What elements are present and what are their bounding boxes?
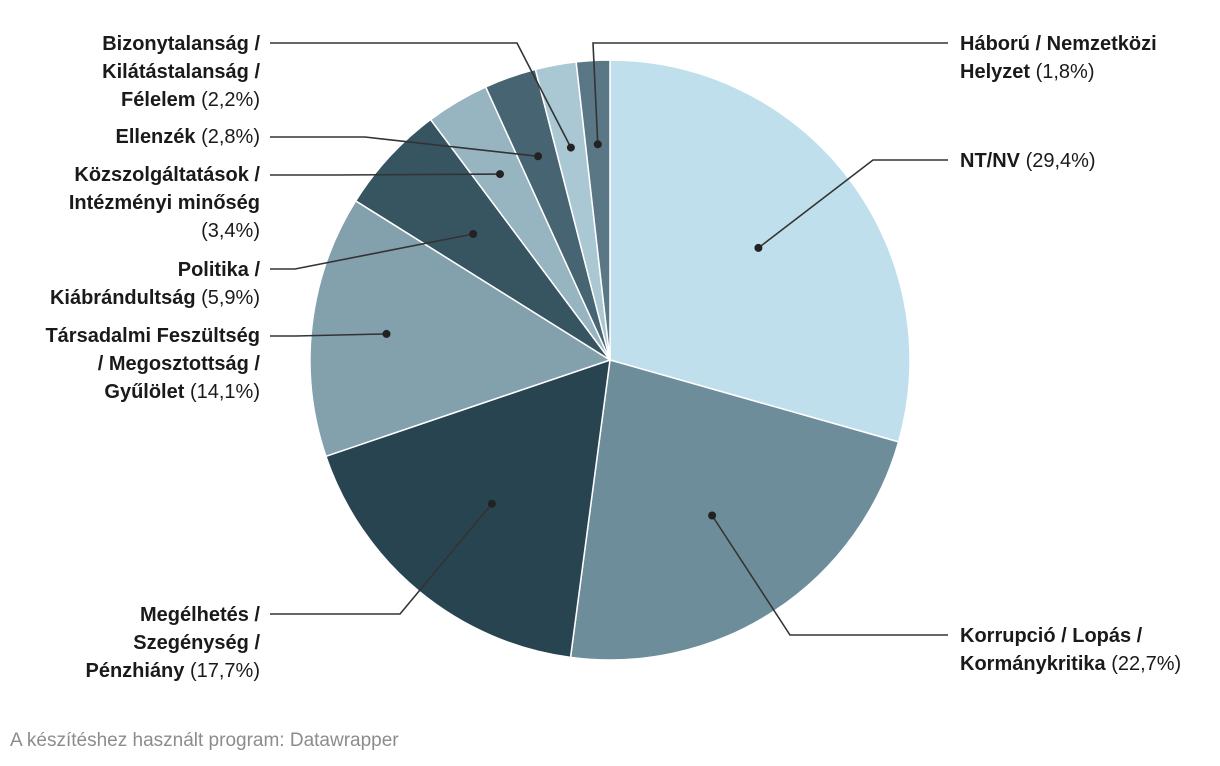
label-percent: (5,9%) — [201, 287, 260, 309]
leader-dot — [566, 143, 575, 152]
label-politika: Politika / Kiábrándultság (5,9%) — [50, 256, 260, 312]
label-name: Kormánykritika — [960, 653, 1106, 675]
leader-line — [270, 503, 493, 615]
pie-slice — [309, 200, 611, 458]
label-bizonytalansag: Bizonytalanság / Kilátástalanság / Félel… — [102, 30, 260, 114]
leader-line — [711, 515, 948, 636]
leader-line — [270, 42, 572, 148]
label-name: Intézményi minőség — [68, 192, 260, 214]
label-name: Kilátástalanság / — [102, 61, 260, 83]
label-name: Korrupció / Lopás / — [960, 625, 1143, 647]
label-tarsadalmi: Társadalmi Feszültség / Megosztottság / … — [45, 322, 260, 406]
leader-dot — [496, 170, 504, 179]
label-ellenzek: Ellenzék (2,8%) — [115, 123, 260, 151]
label-percent: (17,7%) — [189, 660, 260, 682]
label-haboru: Háború / Nemzetközi Helyzet (1,8%) — [960, 30, 1157, 86]
leader-dot — [469, 230, 478, 238]
label-name: Politika / — [177, 259, 260, 281]
label-kozszolgaltatasok: Közszolgáltatások / Intézményi minőség (… — [69, 161, 260, 245]
label-name: Háború / Nemzetközi — [960, 33, 1157, 55]
label-name: Gyűlölet — [104, 381, 185, 403]
label-name: Helyzet — [960, 61, 1031, 83]
credit-text: A készítéshez használt program: Datawrap… — [10, 730, 399, 751]
label-percent: (2,2%) — [201, 89, 260, 111]
label-name: Megélhetés / — [139, 604, 260, 626]
leader-dot — [487, 499, 496, 508]
label-name: Pénzhiány — [85, 660, 185, 682]
label-name: Félelem — [121, 89, 196, 111]
label-percent: (22,7%) — [1111, 653, 1182, 675]
label-korrupcio: Korrupció / Lopás / Kormánykritika (22,7… — [960, 622, 1181, 678]
label-megelhetes: Megélhetés / Szegénység / Pénzhiány (17,… — [85, 601, 260, 685]
leader-dot — [382, 329, 391, 338]
leader-dot — [708, 511, 717, 520]
label-percent: (2,8%) — [201, 126, 260, 148]
leader-line — [270, 173, 501, 176]
leader-line — [757, 159, 948, 249]
label-percent: (3,4%) — [201, 220, 260, 242]
label-name: Társadalmi Feszültség — [45, 325, 260, 347]
label-nt-nv: NT/NV (29,4%) — [960, 147, 1096, 175]
leader-line — [270, 233, 474, 270]
label-percent: (14,1%) — [189, 381, 260, 403]
label-percent: (1,8%) — [1035, 61, 1095, 83]
leader-dot — [754, 243, 763, 252]
leader-dot — [593, 140, 602, 149]
label-name: Kiábrándultság — [49, 287, 196, 309]
leader-line — [270, 136, 539, 158]
label-percent: (29,4%) — [1025, 150, 1096, 172]
leader-dot — [534, 152, 543, 161]
label-name: / Megosztottság / — [97, 353, 260, 375]
label-name: Bizonytalanság / — [102, 33, 260, 55]
leader-line — [592, 42, 948, 145]
leader-line — [270, 333, 387, 337]
label-name: Közszolgáltatások / — [74, 164, 260, 186]
label-name: Ellenzék — [115, 126, 196, 148]
label-name: Szegénység / — [133, 632, 260, 654]
label-name: NT/NV — [960, 150, 1020, 172]
